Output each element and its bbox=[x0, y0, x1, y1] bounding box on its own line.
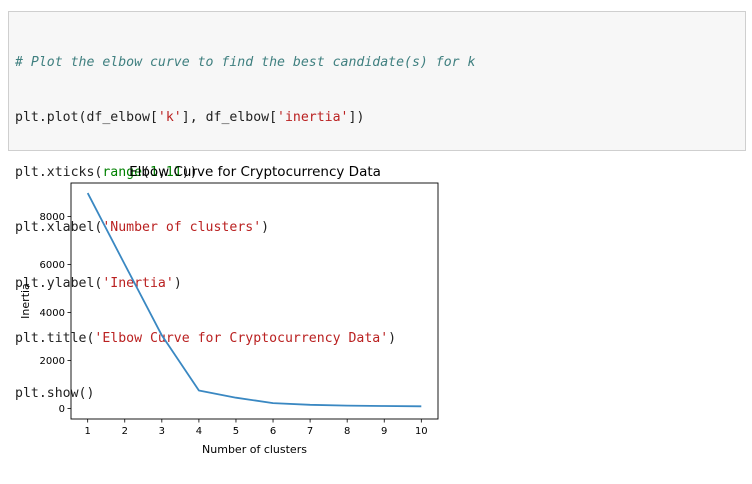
code-number: 11 bbox=[165, 165, 182, 181]
code-text: ) bbox=[173, 275, 182, 291]
code-number: 1 bbox=[150, 165, 158, 181]
x-tick-label: 1 bbox=[84, 426, 90, 437]
code-string: 'k' bbox=[157, 110, 182, 126]
code-text: plt.show() bbox=[15, 386, 95, 402]
x-tick-label: 8 bbox=[344, 426, 350, 437]
code-cell[interactable]: # Plot the elbow curve to find the best … bbox=[8, 11, 746, 401]
y-axis-label: Inertia bbox=[19, 283, 32, 319]
code-text: ) bbox=[261, 220, 270, 236]
x-tick-label: 7 bbox=[307, 426, 313, 437]
code-comment: # Plot the elbow curve to find the best … bbox=[15, 54, 476, 70]
x-tick-label: 10 bbox=[415, 426, 428, 437]
x-tick-label: 6 bbox=[270, 426, 276, 437]
elbow-chart: Elbow Curve for Cryptocurrency Data 0 200… bbox=[19, 164, 439, 456]
chart-title: Elbow Curve for Cryptocurrency Data bbox=[129, 164, 381, 180]
data-point bbox=[383, 405, 386, 408]
code-text: )) bbox=[181, 165, 198, 181]
code-text: ( bbox=[142, 165, 150, 181]
y-tick-label: 6000 bbox=[40, 260, 65, 271]
code-text: ]) bbox=[348, 110, 365, 126]
plot-frame bbox=[70, 182, 439, 420]
y-tick-label: 2000 bbox=[40, 356, 65, 367]
code-text: ], df_elbow[ bbox=[181, 110, 278, 126]
data-point bbox=[197, 389, 200, 392]
y-tick-label: 0 bbox=[59, 404, 65, 415]
data-point bbox=[346, 404, 349, 407]
code-string: 'Elbow Curve for Cryptocurrency Data' bbox=[94, 330, 389, 346]
x-tick-label: 2 bbox=[122, 426, 128, 437]
code-line-4: plt.xlabel('Number of clusters') bbox=[15, 219, 739, 237]
data-point bbox=[234, 396, 237, 399]
code-text: plt.xlabel( bbox=[15, 220, 103, 236]
code-line-1: # Plot the elbow curve to find the best … bbox=[15, 54, 739, 72]
x-tick-label: 3 bbox=[159, 426, 165, 437]
series-line bbox=[86, 192, 422, 408]
data-point bbox=[160, 334, 163, 337]
code-string: 'inertia' bbox=[277, 110, 349, 126]
code-string: 'Number of clusters' bbox=[102, 220, 262, 236]
x-axis-ticks: 1 2 3 4 5 6 7 8 9 10 bbox=[84, 419, 428, 437]
y-tick-label: 8000 bbox=[40, 212, 65, 223]
y-axis-ticks: 0 2000 4000 6000 8000 bbox=[40, 212, 71, 415]
data-point bbox=[272, 402, 275, 405]
code-line-7: plt.show() bbox=[15, 385, 739, 403]
x-axis-label: Number of clusters bbox=[202, 443, 307, 456]
code-builtin: range bbox=[102, 165, 143, 181]
x-tick-label: 9 bbox=[381, 426, 387, 437]
code-text: plt.xticks( bbox=[15, 165, 103, 181]
code-text: plt.plot(df_elbow[ bbox=[15, 110, 158, 126]
code-string: 'Inertia' bbox=[102, 275, 174, 291]
code-text: plt.title( bbox=[15, 330, 95, 346]
code-line-3: plt.xticks(range(1,11)) bbox=[15, 164, 739, 182]
x-tick-label: 5 bbox=[233, 426, 239, 437]
data-point bbox=[123, 263, 126, 266]
data-point bbox=[309, 403, 312, 406]
code-line-6: plt.title('Elbow Curve for Cryptocurrenc… bbox=[15, 330, 739, 348]
code-line-2: plt.plot(df_elbow['k'], df_elbow['inerti… bbox=[15, 109, 739, 127]
code-text: , bbox=[157, 165, 166, 181]
x-tick-label: 4 bbox=[196, 426, 202, 437]
code-text: plt.ylabel( bbox=[15, 275, 103, 291]
code-line-5: plt.ylabel('Inertia') bbox=[15, 275, 739, 293]
data-point bbox=[420, 405, 423, 408]
code-text: ) bbox=[388, 330, 397, 346]
data-point bbox=[86, 192, 89, 195]
series-layer bbox=[86, 192, 423, 408]
y-tick-label: 4000 bbox=[40, 308, 65, 319]
output-area: Elbow Curve for Cryptocurrency Data 0 200… bbox=[0, 152, 752, 480]
